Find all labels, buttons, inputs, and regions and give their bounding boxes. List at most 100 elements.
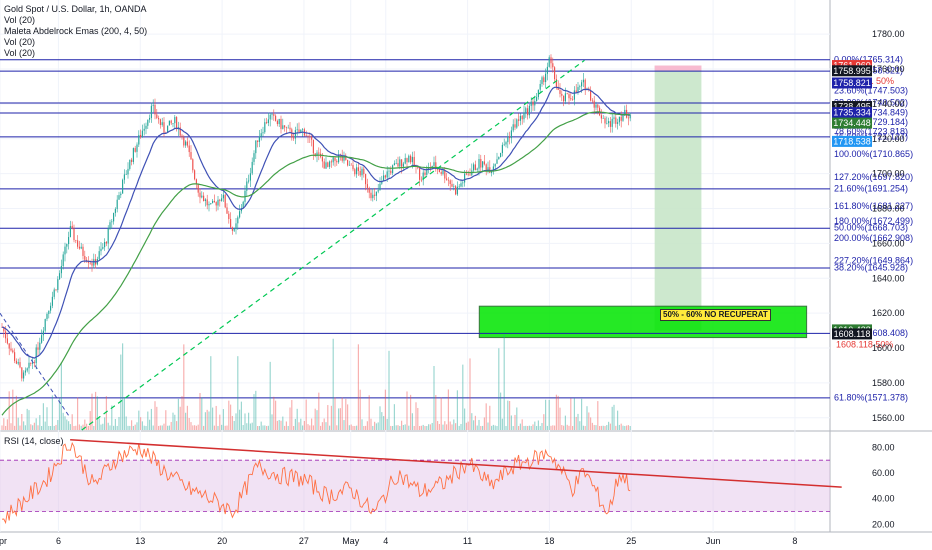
candle-body xyxy=(64,246,66,255)
volume-bar xyxy=(73,425,75,430)
candle-body xyxy=(366,184,368,188)
candle-body xyxy=(559,90,561,94)
candle-body xyxy=(620,116,622,121)
volume-bar xyxy=(30,424,32,430)
volume-bar xyxy=(141,421,143,430)
candle-body xyxy=(129,159,131,169)
candle-body xyxy=(289,127,291,130)
volume-bar xyxy=(593,424,595,430)
candle-body xyxy=(503,144,505,146)
volume-bar xyxy=(228,400,230,430)
ema-slow-line xyxy=(1,111,631,416)
volume-bar xyxy=(305,399,307,430)
candle-body xyxy=(33,362,35,364)
candle-body xyxy=(80,246,82,249)
candle-body xyxy=(356,167,358,175)
volume-bar xyxy=(379,406,381,430)
price-tag-label: 1734.448 xyxy=(833,118,871,128)
volume-bar xyxy=(266,425,268,430)
volume-bar xyxy=(14,425,16,430)
volume-bar xyxy=(383,416,385,430)
candle-body xyxy=(469,174,471,176)
price-tag-label: 1735.334 xyxy=(833,108,871,118)
candle-body xyxy=(318,152,320,154)
candle-body xyxy=(577,87,579,93)
volume-bar xyxy=(93,425,95,430)
volume-bar xyxy=(230,404,232,430)
indicator-vol[interactable]: Vol (20) xyxy=(4,15,36,25)
price-tick-label: 1620.00 xyxy=(872,308,905,318)
volume-bar xyxy=(476,425,478,430)
volume-bar xyxy=(332,338,334,430)
volume-bar xyxy=(536,425,538,430)
volume-bar xyxy=(433,365,435,430)
candle-body xyxy=(483,161,485,165)
candle-body xyxy=(105,241,107,244)
indicator-vol-3[interactable]: Vol (20) xyxy=(4,48,36,58)
candle-body xyxy=(555,79,557,87)
candle-body xyxy=(242,201,244,208)
candle-body xyxy=(584,79,586,90)
candle-body xyxy=(581,82,583,87)
candle-body xyxy=(363,168,365,175)
volume-bar xyxy=(221,424,223,430)
candle-body xyxy=(500,153,502,158)
candle-body xyxy=(509,136,511,139)
volume-bar xyxy=(338,408,340,430)
candle-body xyxy=(68,237,70,245)
candle-body xyxy=(120,193,122,196)
candle-body xyxy=(341,155,343,161)
candle-body xyxy=(111,221,113,223)
volume-bar xyxy=(253,394,255,430)
candle-body xyxy=(154,104,156,115)
candle-body xyxy=(264,122,266,133)
volume-bar xyxy=(487,422,489,430)
candle-body xyxy=(561,93,563,96)
time-tick-label: 18 xyxy=(544,536,554,546)
volume-bar xyxy=(86,423,88,430)
candle-body xyxy=(395,163,397,164)
candle-body xyxy=(276,120,278,125)
volume-bar xyxy=(467,421,469,430)
fib-level-label: 1608.118 50% xyxy=(836,340,893,350)
rsi-title[interactable]: RSI (14, close) xyxy=(4,436,64,446)
projection-box xyxy=(654,65,702,331)
volume-bar xyxy=(176,421,178,430)
candle-body xyxy=(62,254,64,266)
candle-body xyxy=(201,195,203,198)
volume-bar xyxy=(104,417,106,430)
volume-bar xyxy=(588,412,590,430)
candle-body xyxy=(482,161,484,168)
candle-body xyxy=(66,244,68,247)
volume-bar xyxy=(455,423,457,430)
candle-body xyxy=(512,124,514,131)
candle-body xyxy=(145,125,147,129)
volume-bar xyxy=(413,425,415,430)
symbol-title[interactable]: Gold Spot / U.S. Dollar, 1h, OANDA xyxy=(4,4,147,14)
candle-body xyxy=(332,157,334,163)
volume-bar xyxy=(350,424,352,430)
volume-bar xyxy=(46,407,48,430)
volume-bar xyxy=(75,425,77,430)
indicator-emas[interactable]: Maleta Abdelrock Emas (200, 4, 50) xyxy=(4,26,148,36)
candle-body xyxy=(156,114,158,118)
volume-bar xyxy=(194,425,196,430)
candle-body xyxy=(606,123,608,124)
volume-bar xyxy=(78,424,80,430)
volume-bar xyxy=(374,421,376,430)
volume-bar xyxy=(559,407,561,430)
volume-bar xyxy=(626,425,628,430)
volume-bar xyxy=(365,425,367,430)
candle-body xyxy=(604,118,606,124)
candle-body xyxy=(552,63,554,68)
volume-bar xyxy=(512,426,514,430)
volume-bar xyxy=(143,425,145,430)
candle-body xyxy=(492,166,494,172)
zone-annotation[interactable]: 50% - 60% NO RECUPERAT xyxy=(660,309,771,321)
volume-bar xyxy=(356,425,358,430)
candle-body xyxy=(347,159,349,166)
indicator-vol-2[interactable]: Vol (20) xyxy=(4,37,36,47)
candle-body xyxy=(420,179,422,181)
